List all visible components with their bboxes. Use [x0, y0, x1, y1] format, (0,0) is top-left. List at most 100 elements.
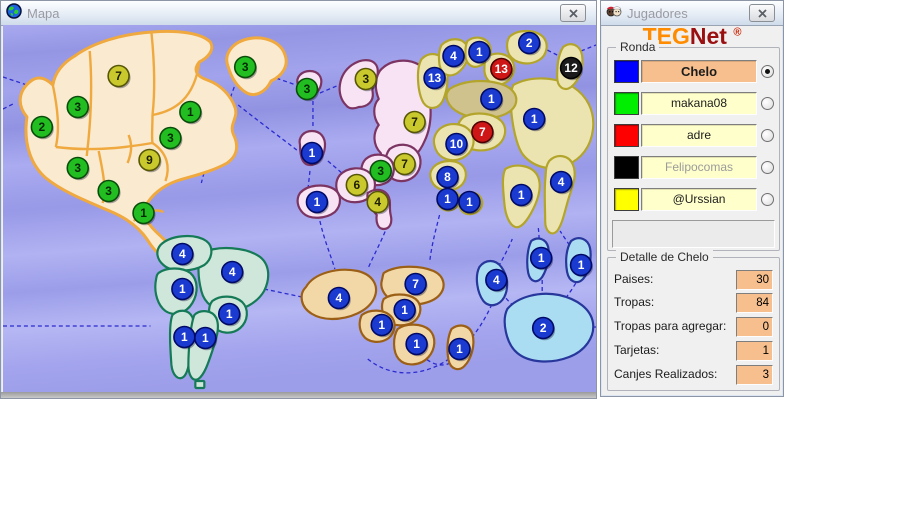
- territory-army-count: 4: [179, 247, 186, 261]
- territory-marker[interactable]: [485, 268, 508, 292]
- territory-army-count: 4: [558, 175, 565, 189]
- player-name-box: @Urssian: [641, 188, 757, 211]
- territory-marker[interactable]: [458, 190, 481, 214]
- territory-marker[interactable]: [569, 253, 593, 277]
- player-color-swatch: [614, 156, 639, 179]
- territory-marker[interactable]: [138, 148, 161, 172]
- territory-army-count: 4: [336, 291, 343, 305]
- territory-marker[interactable]: [522, 107, 546, 131]
- territory-marker[interactable]: [403, 110, 426, 134]
- players-window: Jugadores TEGNet ® Ronda Chelo makana08 …: [600, 0, 784, 397]
- player-detail-group-label: Detalle de Chelo: [616, 250, 713, 264]
- territory-army-count: 1: [456, 342, 463, 356]
- player-name-box: makana08: [641, 92, 757, 115]
- territory-marker[interactable]: [30, 115, 54, 139]
- map-close-button[interactable]: [560, 4, 586, 22]
- player-color-swatch: [614, 60, 639, 83]
- territory-marker[interactable]: [217, 302, 241, 326]
- territory-army-count: 1: [578, 258, 585, 272]
- territory-marker[interactable]: [66, 95, 90, 119]
- player-turn-radio[interactable]: [761, 97, 774, 110]
- territory-army-count: 3: [304, 82, 311, 96]
- territory-marker[interactable]: [405, 332, 428, 356]
- territory-marker[interactable]: [442, 44, 465, 68]
- territory-army-count: 9: [146, 153, 153, 167]
- territory-marker[interactable]: [436, 165, 459, 189]
- players-window-titlebar[interactable]: Jugadores: [601, 1, 783, 26]
- territory-marker[interactable]: [393, 152, 416, 176]
- territory-marker[interactable]: [159, 126, 182, 150]
- detail-label: Canjes Realizados:: [614, 367, 718, 381]
- territory-army-count: 7: [115, 69, 122, 83]
- territory-marker[interactable]: [480, 87, 503, 111]
- map-window: Mapa: [0, 0, 597, 399]
- player-detail-group: Detalle de Chelo Paises: 30 Tropas: 84 T…: [607, 250, 780, 391]
- tegnet-logo: TEGNet ®: [601, 23, 783, 50]
- territory-marker[interactable]: [233, 55, 257, 79]
- territory-army-count: 7: [401, 157, 408, 171]
- detail-label: Tropas para agregar:: [614, 319, 727, 333]
- territory-marker[interactable]: [305, 190, 329, 214]
- player-row: @Urssian: [608, 188, 779, 211]
- territory-marker[interactable]: [423, 66, 446, 90]
- territory-army-count: 4: [229, 265, 236, 279]
- territory-army-count: 3: [74, 100, 81, 114]
- territory-marker[interactable]: [393, 298, 416, 322]
- territory-army-count: 1: [531, 112, 538, 126]
- territory-marker[interactable]: [97, 179, 120, 203]
- map-canvas[interactable]: 7 3 2 3 1 3 9 3 3 1 3 3 7 1 7 3 6 1 4 13 4 1 2 13 12 1 7 10 1 8 1 1 1 4 4 4…: [2, 25, 597, 393]
- detail-label: Tropas:: [614, 295, 655, 309]
- territory-marker[interactable]: [404, 272, 427, 296]
- territory-marker[interactable]: [370, 313, 393, 337]
- map-window-titlebar[interactable]: Mapa: [1, 1, 596, 26]
- detail-label: Paises:: [614, 272, 654, 286]
- territory-marker[interactable]: [179, 100, 202, 124]
- player-color-swatch: [614, 188, 639, 211]
- territory-marker[interactable]: [220, 260, 244, 284]
- territory-marker[interactable]: [531, 316, 555, 340]
- territory-marker[interactable]: [445, 132, 468, 156]
- territory-marker[interactable]: [471, 120, 494, 144]
- territory-marker[interactable]: [468, 40, 491, 64]
- territory-army-count: 1: [518, 188, 525, 202]
- territory-marker[interactable]: [66, 156, 90, 180]
- territory-marker[interactable]: [327, 286, 351, 310]
- territory-army-count: 3: [362, 72, 369, 86]
- territory-marker[interactable]: [171, 277, 194, 301]
- territory-marker[interactable]: [354, 67, 378, 91]
- territory-army-count: 1: [314, 195, 321, 209]
- territory-marker[interactable]: [132, 201, 155, 225]
- territory-marker[interactable]: [295, 77, 319, 101]
- territory-marker[interactable]: [490, 57, 513, 81]
- player-turn-radio[interactable]: [761, 129, 774, 142]
- close-icon: [568, 8, 578, 18]
- territory-marker[interactable]: [345, 173, 369, 197]
- detail-row: Paises: 30: [614, 270, 773, 290]
- territory-marker[interactable]: [107, 64, 130, 88]
- territory-marker[interactable]: [559, 56, 583, 80]
- territory-marker[interactable]: [448, 337, 471, 361]
- territory-army-count: 7: [411, 115, 418, 129]
- territory-marker[interactable]: [436, 187, 459, 211]
- territory-marker[interactable]: [194, 326, 217, 350]
- detail-value: 1: [736, 341, 773, 361]
- territory-marker[interactable]: [171, 242, 194, 266]
- territory-army-count: 12: [564, 61, 578, 75]
- territory-marker[interactable]: [549, 170, 573, 194]
- territory-army-count: 3: [167, 131, 174, 145]
- territory-marker[interactable]: [366, 190, 389, 214]
- player-turn-radio[interactable]: [761, 161, 774, 174]
- detail-row: Tropas: 84: [614, 293, 773, 313]
- ronda-group-label: Ronda: [616, 40, 660, 54]
- territory-marker[interactable]: [509, 183, 533, 207]
- territory-marker[interactable]: [529, 246, 553, 270]
- player-turn-radio[interactable]: [761, 65, 774, 78]
- detail-row: Canjes Realizados: 3: [614, 365, 773, 385]
- territory-army-count: 1: [413, 337, 420, 351]
- territory-marker[interactable]: [300, 141, 324, 165]
- territory-marker[interactable]: [517, 31, 541, 55]
- players-close-button[interactable]: [749, 4, 775, 22]
- player-turn-radio[interactable]: [761, 193, 774, 206]
- territory-marker[interactable]: [369, 159, 392, 183]
